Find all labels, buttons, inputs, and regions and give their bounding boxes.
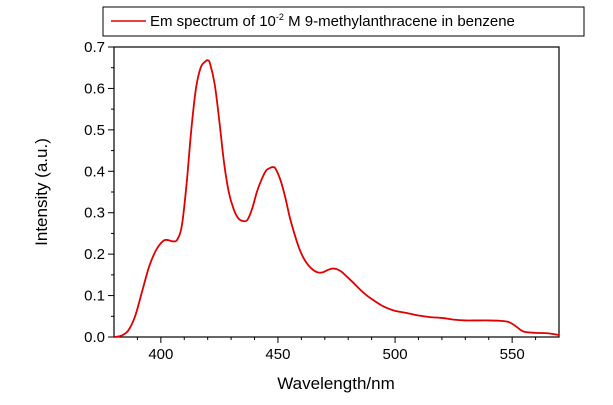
y-tick-label: 0.2	[84, 246, 105, 263]
y-tick-label: 0.0	[84, 329, 105, 346]
y-tick-label: 0.7	[84, 39, 105, 56]
legend-box	[102, 6, 585, 37]
legend-entry-text: Em spectrum of 10-2 M 9-methylanthracene…	[150, 12, 515, 30]
legend: Em spectrum of 10-2 M 9-methylanthracene…	[102, 6, 585, 37]
y-tick-label: 0.4	[84, 163, 105, 180]
series-layer	[113, 59, 560, 338]
x-axis: 400 450 500 550	[136, 337, 537, 363]
x-tick-label: 400	[148, 346, 173, 363]
x-tick-label: 550	[500, 346, 525, 363]
x-tick-label: 450	[265, 346, 290, 363]
x-axis-label: Wavelength/nm	[277, 374, 394, 393]
y-axis: 0.0 0.1 0.2 0.3 0.4 0.5 0.6 0.7	[84, 39, 114, 346]
y-tick-label: 0.6	[84, 80, 105, 97]
y-tick-label: 0.5	[84, 122, 105, 139]
series-line-emission	[113, 59, 560, 338]
y-tick-label: 0.1	[84, 288, 105, 305]
y-tick-label: 0.3	[84, 205, 105, 222]
y-axis-label: Intensity (a.u.)	[32, 138, 51, 246]
x-tick-label: 500	[383, 346, 408, 363]
plot-area-frame	[113, 46, 560, 338]
